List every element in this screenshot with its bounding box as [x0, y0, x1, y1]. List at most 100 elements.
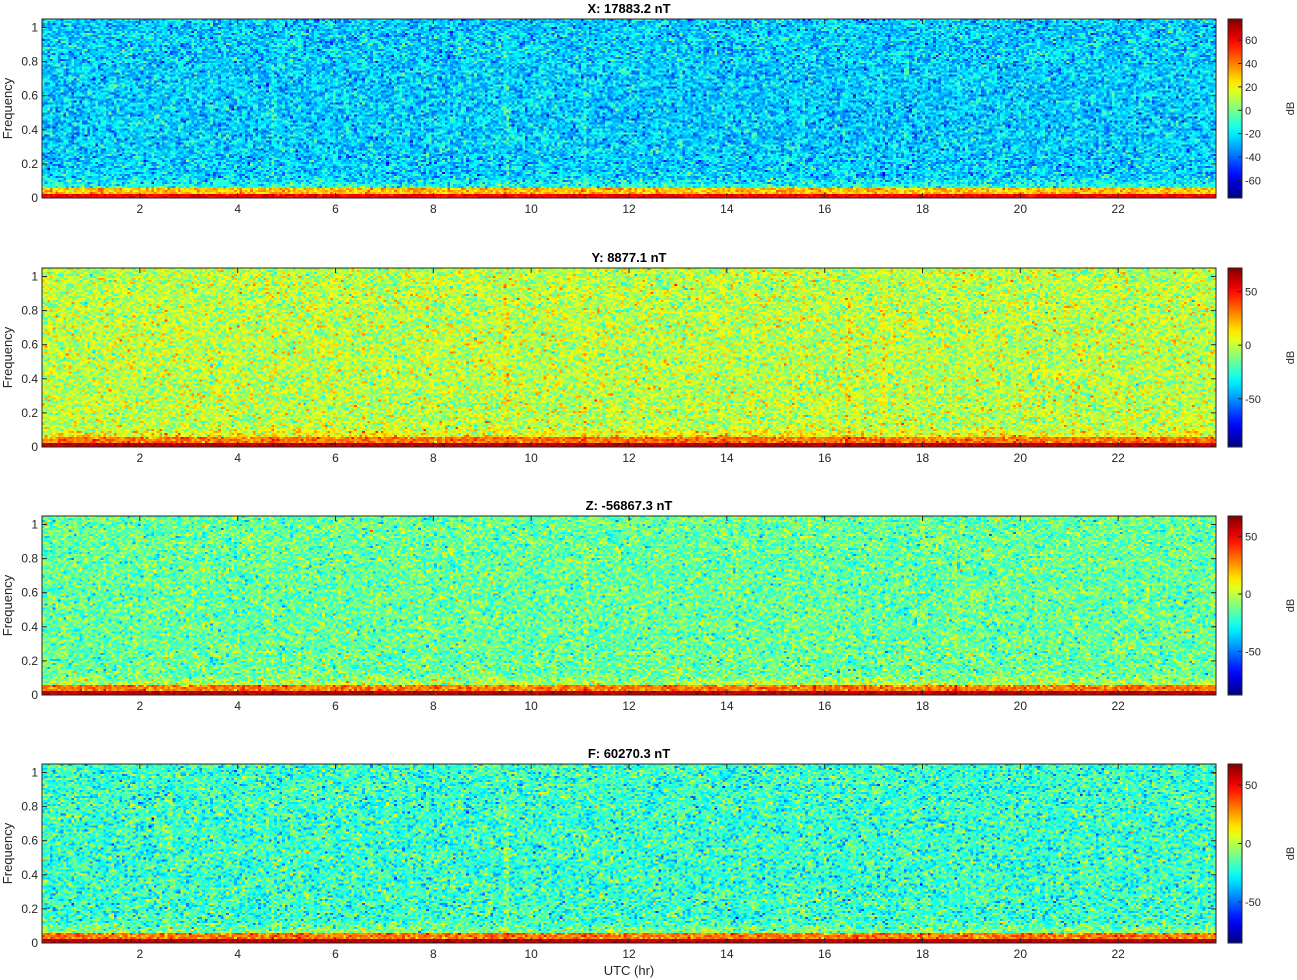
x-tick-label: 10 — [524, 699, 538, 713]
x-tick-label: 22 — [1111, 947, 1125, 961]
colorbar-tick-label: 20 — [1245, 82, 1257, 94]
panel-title: Y: 8877.1 nT — [592, 250, 667, 265]
colorbar-tick-label: 50 — [1245, 780, 1257, 792]
colorbar-gradient — [1228, 764, 1242, 943]
x-tick-label: 14 — [720, 699, 734, 713]
panel-2: 2 4 6 8 10 12 14 16 18 20 22 0 0.2 0.4 0.6 0.8 1 Y: 8877.… — [0, 250, 1297, 465]
colorbar-label: dB — [1285, 847, 1297, 860]
colorbar-tick-label: -50 — [1245, 394, 1261, 406]
x-tick-label: 14 — [720, 451, 734, 465]
x-tick-label: 10 — [524, 947, 538, 961]
colorbar-label: dB — [1285, 351, 1297, 364]
y-tick-label: 1 — [31, 270, 38, 284]
y-axis-label: Frequency — [0, 326, 15, 388]
y-tick-label: 0 — [31, 936, 38, 950]
spectrogram-heatmap — [42, 516, 1216, 695]
panel-title: Z: -56867.3 nT — [586, 498, 673, 513]
y-tick-label: 0.4 — [21, 123, 38, 137]
x-axis-label: UTC (hr) — [604, 963, 655, 978]
y-tick-label: 0.4 — [21, 868, 38, 882]
y-tick-label: 0.2 — [21, 654, 38, 668]
x-tick-label: 20 — [1014, 699, 1028, 713]
x-tick-label: 10 — [524, 202, 538, 216]
x-tick-label: 22 — [1111, 699, 1125, 713]
colorbar: -60 -40 -20 0 20 40 60 dB — [1227, 18, 1297, 199]
x-tick-label: 8 — [430, 202, 437, 216]
y-tick-label: 0.6 — [21, 834, 38, 848]
panel-title: F: 60270.3 nT — [588, 746, 670, 761]
x-tick-label: 18 — [916, 202, 930, 216]
x-tick-label: 6 — [332, 699, 339, 713]
x-tick-label: 20 — [1014, 451, 1028, 465]
y-axis-label: Frequency — [0, 822, 15, 884]
x-tick-label: 12 — [622, 202, 636, 216]
colorbar-tick-label: 0 — [1245, 839, 1251, 851]
colorbar-tick-label: -50 — [1245, 646, 1261, 658]
y-tick-label: 0.8 — [21, 304, 38, 318]
y-tick-label: 1 — [31, 766, 38, 780]
y-tick-label: 0.6 — [21, 89, 38, 103]
spectrogram-heatmap — [42, 268, 1216, 447]
y-tick-label: 0.8 — [21, 552, 38, 566]
x-tick-label: 4 — [234, 451, 241, 465]
colorbar-gradient — [1228, 268, 1242, 447]
panel-1: 2 4 6 8 10 12 14 16 18 20 22 0 0.2 0.4 0.6 0.8 1 X: 17883… — [0, 1, 1297, 216]
x-tick-label: 6 — [332, 451, 339, 465]
colorbar-tick-label: -60 — [1245, 175, 1261, 187]
x-tick-label: 2 — [136, 451, 143, 465]
panel-3: 2 4 6 8 10 12 14 16 18 20 22 0 0.2 0.4 0.6 0.8 1 Z: -5686… — [0, 498, 1297, 713]
x-tick-label: 12 — [622, 947, 636, 961]
x-tick-label: 4 — [234, 202, 241, 216]
x-tick-label: 2 — [136, 699, 143, 713]
colorbar-tick-label: -20 — [1245, 129, 1261, 141]
x-tick-label: 18 — [916, 699, 930, 713]
panel-4: 2 4 6 8 10 12 14 16 18 20 22 0 0.2 0.4 0.6 0.8 1 F: 60270… — [0, 746, 1297, 978]
colorbar-label: dB — [1285, 102, 1297, 115]
y-tick-label: 0.4 — [21, 372, 38, 386]
x-tick-label: 16 — [818, 947, 832, 961]
y-tick-label: 0 — [31, 440, 38, 454]
colorbar-tick-label: -50 — [1245, 897, 1261, 909]
x-tick-label: 12 — [622, 451, 636, 465]
y-tick-label: 0.2 — [21, 406, 38, 420]
y-tick-label: 0.8 — [21, 800, 38, 814]
y-tick-label: 0.2 — [21, 902, 38, 916]
x-tick-label: 14 — [720, 202, 734, 216]
x-tick-label: 16 — [818, 202, 832, 216]
x-tick-label: 14 — [720, 947, 734, 961]
colorbar-gradient — [1228, 19, 1242, 198]
x-tick-label: 22 — [1111, 451, 1125, 465]
x-tick-label: 8 — [430, 947, 437, 961]
y-tick-label: 0 — [31, 191, 38, 205]
x-tick-label: 16 — [818, 451, 832, 465]
colorbar-label: dB — [1285, 599, 1297, 612]
colorbar: -50 0 50 dB — [1227, 267, 1297, 448]
x-tick-label: 4 — [234, 947, 241, 961]
colorbar-frame — [1227, 515, 1243, 696]
colorbar-frame — [1227, 18, 1243, 199]
y-tick-label: 1 — [31, 21, 38, 35]
x-tick-label: 6 — [332, 947, 339, 961]
colorbar-tick-label: 0 — [1245, 105, 1251, 117]
colorbar: -50 0 50 dB — [1227, 763, 1297, 944]
x-tick-label: 10 — [524, 451, 538, 465]
x-tick-label: 8 — [430, 699, 437, 713]
x-tick-label: 6 — [332, 202, 339, 216]
colorbar-gradient — [1228, 516, 1242, 695]
colorbar-tick-label: -40 — [1245, 152, 1261, 164]
x-tick-label: 20 — [1014, 947, 1028, 961]
x-tick-label: 20 — [1014, 202, 1028, 216]
colorbar-tick-label: 0 — [1245, 340, 1251, 352]
y-tick-label: 1 — [31, 518, 38, 532]
y-tick-label: 0.4 — [21, 620, 38, 634]
y-tick-label: 0.6 — [21, 338, 38, 352]
x-tick-label: 4 — [234, 699, 241, 713]
x-tick-label: 18 — [916, 451, 930, 465]
colorbar: -50 0 50 dB — [1227, 515, 1297, 696]
colorbar-tick-label: 0 — [1245, 589, 1251, 601]
y-tick-label: 0.6 — [21, 586, 38, 600]
x-tick-label: 18 — [916, 947, 930, 961]
x-tick-label: 12 — [622, 699, 636, 713]
colorbar-tick-label: 40 — [1245, 58, 1257, 70]
